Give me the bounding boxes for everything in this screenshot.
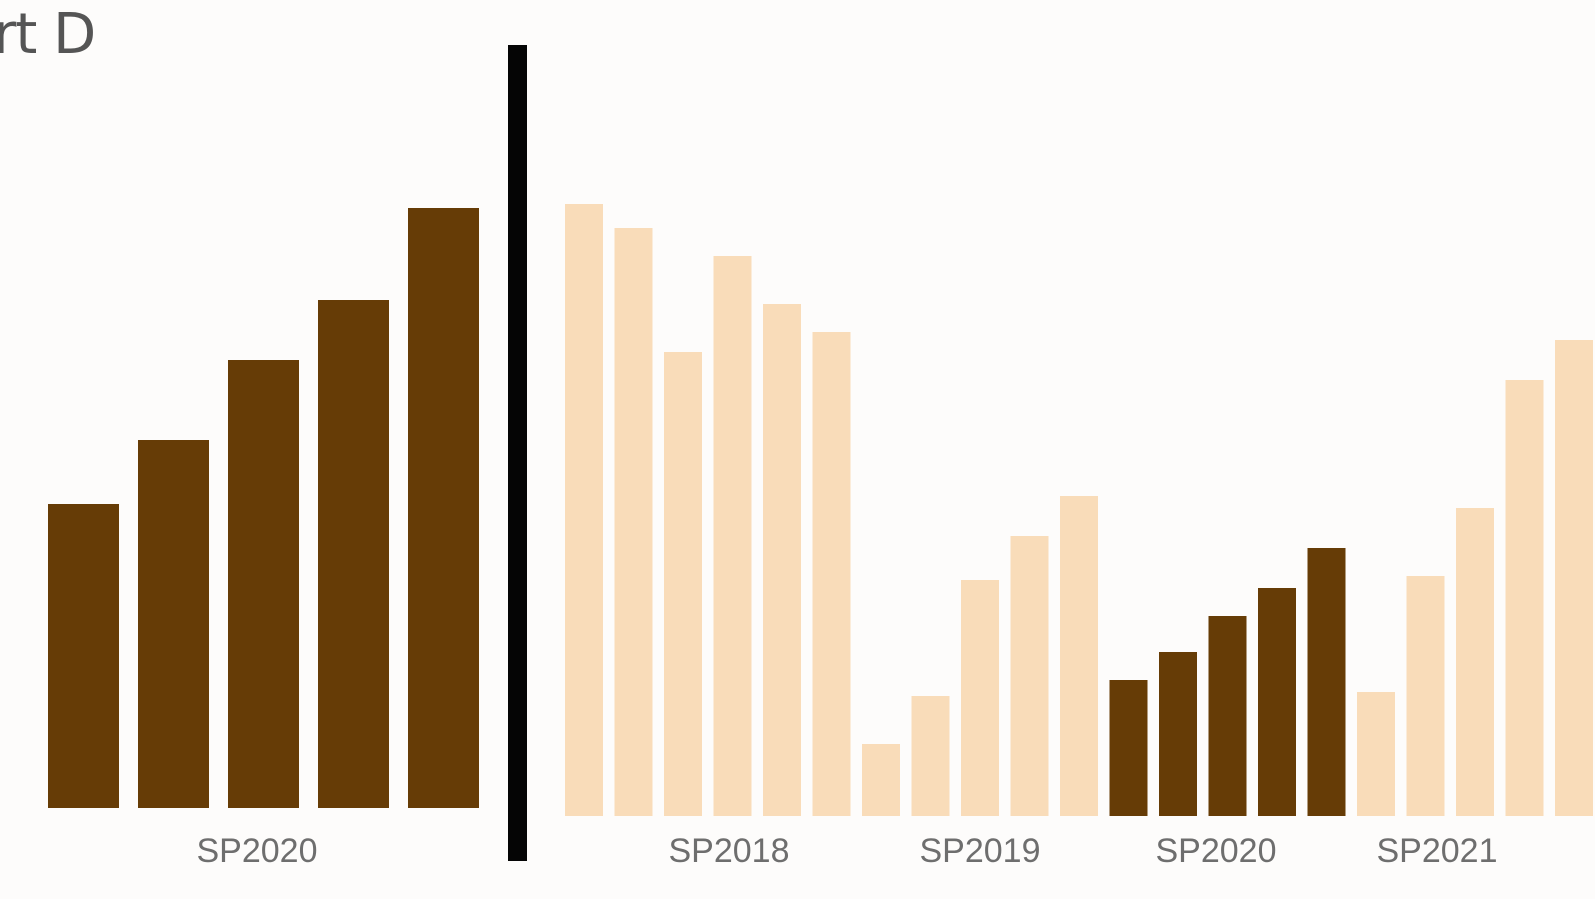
bar-right-bars-17 <box>1357 692 1395 816</box>
chart-divider <box>508 45 527 861</box>
bar-highlighted-left-bars-4 <box>318 300 389 808</box>
bar-right-bars-4 <box>713 256 752 816</box>
left-bar-series <box>48 208 479 808</box>
bar-highlighted-right-bars-12 <box>1109 680 1148 816</box>
bar-highlighted-right-bars-13 <box>1159 652 1197 816</box>
right-bar-series <box>565 204 1593 816</box>
group-label-sp2018: SP2018 <box>669 832 790 870</box>
bar-right-bars-20 <box>1505 380 1544 816</box>
bar-right-bars-9 <box>961 580 999 816</box>
bar-right-bars-8 <box>911 696 950 816</box>
group-label-left-sp2020: SP2020 <box>197 832 318 870</box>
bar-highlighted-left-bars-1 <box>48 504 119 808</box>
bar-highlighted-right-bars-15 <box>1258 588 1296 816</box>
chart-title: art D <box>0 2 96 67</box>
bar-right-bars-7 <box>862 744 900 816</box>
bar-right-bars-10 <box>1010 536 1049 816</box>
bar-highlighted-right-bars-16 <box>1307 548 1346 816</box>
bar-highlighted-left-bars-2 <box>138 440 209 808</box>
bar-right-bars-11 <box>1060 496 1098 816</box>
bar-right-bars-21 <box>1555 340 1593 816</box>
bar-right-bars-2 <box>614 228 653 816</box>
group-labels: SP2020 SP2018 SP2019 SP2020 SP2021 <box>197 832 1498 870</box>
group-label-sp2020: SP2020 <box>1156 832 1277 870</box>
bar-highlighted-left-bars-3 <box>228 360 299 808</box>
group-label-sp2021: SP2021 <box>1377 832 1498 870</box>
bar-right-bars-19 <box>1456 508 1494 816</box>
bar-right-bars-1 <box>565 204 603 816</box>
bar-highlighted-right-bars-14 <box>1208 616 1247 816</box>
bar-right-bars-6 <box>812 332 851 816</box>
bar-right-bars-5 <box>763 304 801 816</box>
group-label-sp2019: SP2019 <box>920 832 1041 870</box>
bar-right-bars-3 <box>664 352 702 816</box>
bar-highlighted-left-bars-5 <box>408 208 479 808</box>
bar-right-bars-18 <box>1406 576 1445 816</box>
